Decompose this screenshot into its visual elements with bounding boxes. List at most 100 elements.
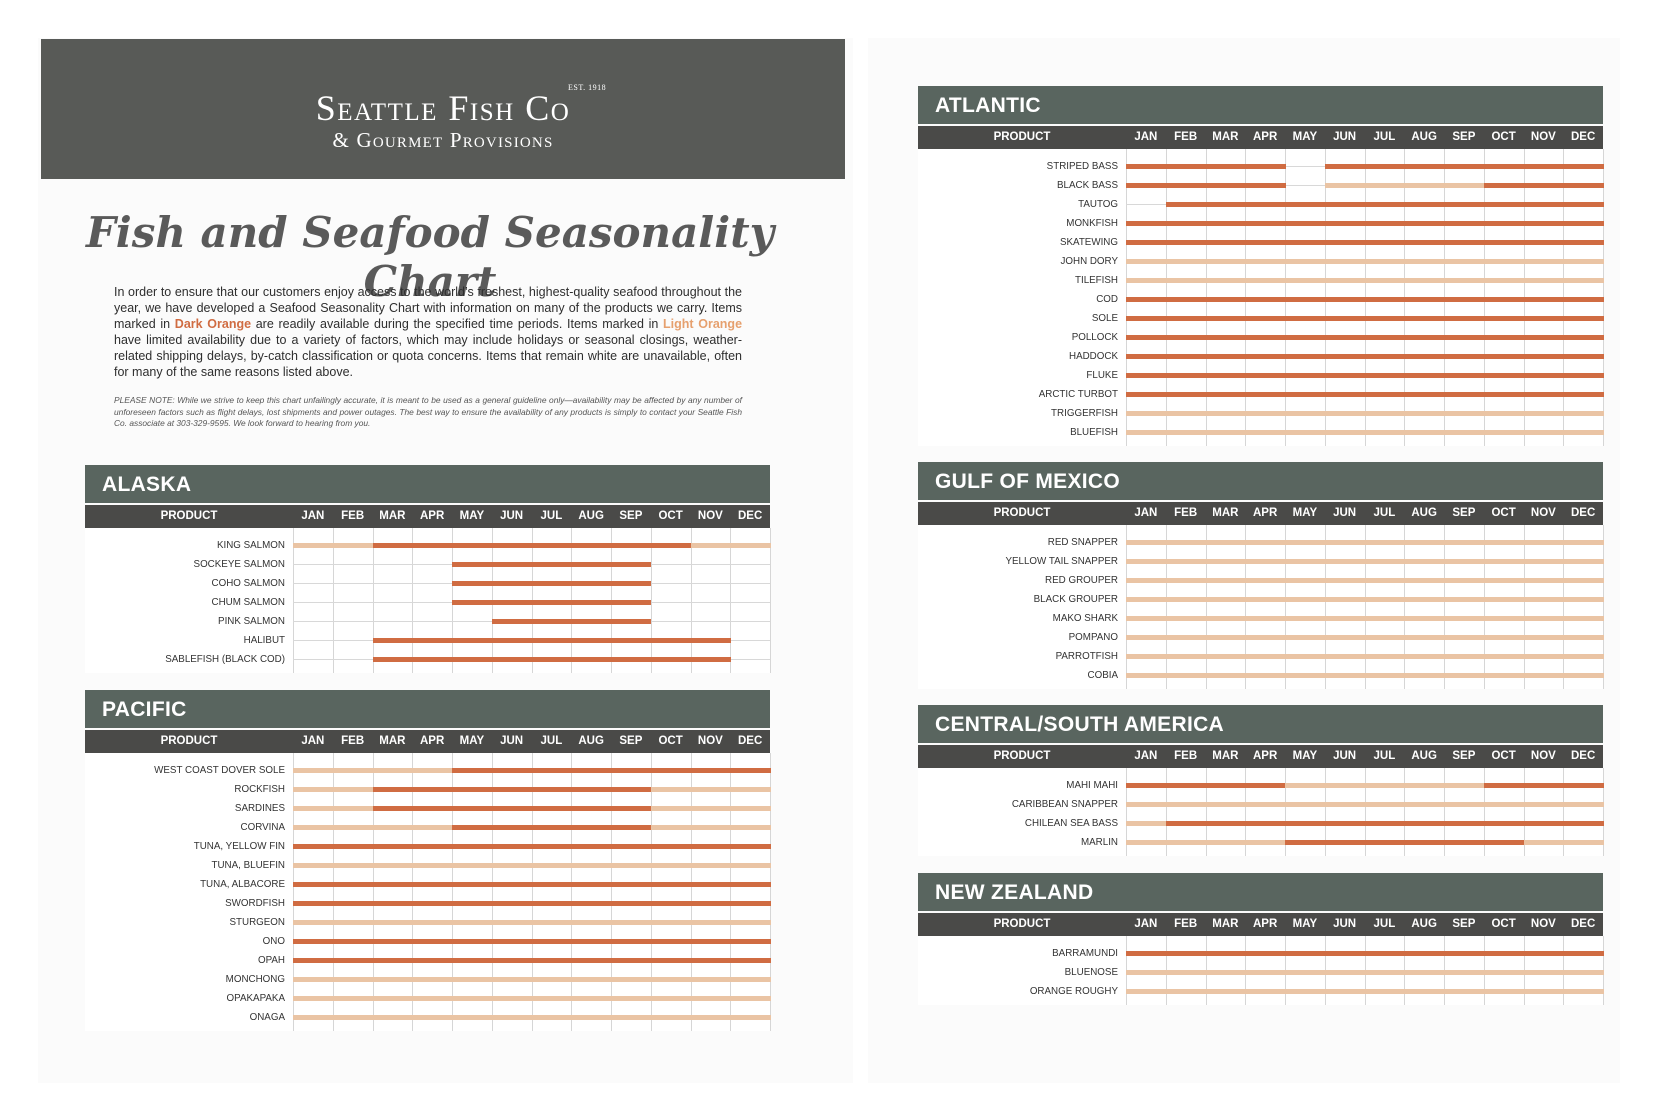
availability-bar-aug — [1404, 840, 1445, 845]
product-name: SABLEFISH (BLACK COD) — [165, 654, 285, 665]
availability-bar-nov — [690, 901, 731, 906]
availability-bar-mar — [372, 787, 413, 792]
availability-bar-jul — [1364, 240, 1405, 245]
availability-bar-mar — [1205, 335, 1246, 340]
availability-bar-sep — [611, 638, 652, 643]
availability-bar-jan — [293, 768, 334, 773]
availability-bar-nov — [690, 977, 731, 982]
product-name: PINK SALMON — [218, 616, 285, 627]
region-atlantic: ATLANTIC PRODUCT JAN FEB MAR APR MAY JUN JUL AUG S… — [918, 86, 1604, 446]
availability-bar-oct — [1483, 297, 1525, 302]
availability-bar-apr — [1245, 635, 1286, 640]
availability-bar-jun — [1324, 951, 1366, 956]
availability-bar-nov — [1523, 616, 1564, 621]
availability-bar-dec — [730, 901, 771, 906]
grid-column-line — [1603, 768, 1604, 856]
availability-bar-mar — [1205, 673, 1246, 678]
intro-paragraph: In order to ensure that our customers en… — [114, 284, 742, 380]
availability-bar-mar — [372, 768, 413, 773]
month-header-jul: JUL — [1373, 131, 1396, 143]
months-header-row: PRODUCT JAN FEB MAR APR MAY JUN JUL AUG SEP OCT NOV… — [918, 913, 1603, 936]
availability-bar-jul — [1364, 783, 1405, 788]
product-row: RED GROUPER — [918, 571, 1604, 590]
availability-bar-feb — [332, 939, 374, 944]
availability-grid: WEST COAST DOVER SOLE ROCKFISH SARDINES COR… — [85, 753, 771, 1031]
availability-bar-jul — [1364, 540, 1405, 545]
product-row: SARDINES — [85, 799, 771, 818]
availability-bar-jan — [1126, 240, 1167, 245]
availability-bar-mar — [372, 1015, 413, 1020]
availability-bar-may — [452, 996, 493, 1001]
availability-bar-apr — [1245, 821, 1286, 826]
availability-bar-jul — [1364, 430, 1405, 435]
availability-bar-feb — [332, 1015, 374, 1020]
availability-bar-dec — [1563, 578, 1604, 583]
product-row: OPAKAPAKA — [85, 989, 771, 1008]
product-name: MAHI MAHI — [1066, 780, 1118, 791]
availability-bar-apr — [1245, 783, 1286, 788]
page-title: Fish and Seafood Seasonality Chart — [85, 208, 775, 306]
availability-bar-feb — [332, 844, 374, 849]
availability-bar-jul — [1364, 297, 1405, 302]
availability-bar-dec — [1563, 783, 1604, 788]
region-gulf-of-mexico: GULF OF MEXICO PRODUCT JAN FEB MAR APR MAY JUN J… — [918, 462, 1604, 689]
availability-bar-feb — [332, 882, 374, 887]
availability-bar-feb — [1165, 373, 1207, 378]
availability-bar-aug — [1404, 970, 1445, 975]
product-name: OPAH — [257, 955, 285, 966]
product-row: BLUENOSE — [918, 963, 1604, 982]
product-row: BLUEFISH — [918, 423, 1604, 442]
product-row: TAUTOG — [918, 195, 1604, 214]
availability-bar-aug — [1404, 164, 1445, 169]
availability-bar-may — [1285, 673, 1326, 678]
availability-bar-dec — [1563, 411, 1604, 416]
availability-bar-sep — [1444, 354, 1485, 359]
availability-bar-nov — [690, 844, 731, 849]
availability-bar-feb — [1165, 654, 1207, 659]
availability-bar-apr — [1245, 989, 1286, 994]
availability-bar-mar — [372, 996, 413, 1001]
grid-column-line — [1205, 768, 1207, 856]
availability-bar-jun — [1324, 240, 1366, 245]
product-row: STURGEON — [85, 913, 771, 932]
availability-bar-mar — [1205, 840, 1246, 845]
availability-bar-jun — [491, 863, 533, 868]
availability-bar-nov — [1523, 373, 1564, 378]
availability-bar-mar — [372, 806, 413, 811]
availability-bar-aug — [1404, 316, 1445, 321]
availability-bar-jun — [491, 657, 533, 662]
availability-bar-jul — [1364, 989, 1405, 994]
availability-bar-apr — [412, 863, 453, 868]
availability-bar-nov — [690, 996, 731, 1001]
availability-bar-nov — [1523, 578, 1564, 583]
availability-bar-mar — [1205, 278, 1246, 283]
availability-bar-may — [1285, 840, 1326, 845]
availability-bar-may — [1285, 430, 1326, 435]
availability-bar-oct — [1483, 597, 1525, 602]
availability-bar-may — [452, 787, 493, 792]
availability-bar-nov — [690, 958, 731, 963]
availability-bar-oct — [1483, 316, 1525, 321]
product-row: CHILEAN SEA BASS — [918, 814, 1604, 833]
grid-column-line — [1483, 525, 1485, 689]
month-header-may: MAY — [1292, 918, 1318, 930]
availability-bar-apr — [412, 939, 453, 944]
product-row: ROCKFISH — [85, 780, 771, 799]
availability-bar-sep — [1444, 970, 1485, 975]
availability-bar-jun — [1324, 578, 1366, 583]
availability-bar-jun — [1324, 354, 1366, 359]
availability-bar-jan — [293, 825, 334, 830]
light-orange-label: Light Orange — [663, 317, 743, 331]
availability-bar-jun — [1324, 802, 1366, 807]
grid-column-line — [372, 753, 374, 1031]
availability-bar-apr — [1245, 373, 1286, 378]
grid-column-line — [1245, 525, 1247, 689]
product-name: CARIBBEAN SNAPPER — [1011, 799, 1118, 810]
availability-bar-jun — [491, 920, 533, 925]
grid-column-line — [1324, 525, 1326, 689]
availability-bar-dec — [1563, 335, 1604, 340]
availability-bar-dec — [1563, 373, 1604, 378]
availability-bar-aug — [1404, 240, 1445, 245]
availability-bar-sep — [1444, 951, 1485, 956]
availability-bar-jun — [1324, 970, 1366, 975]
